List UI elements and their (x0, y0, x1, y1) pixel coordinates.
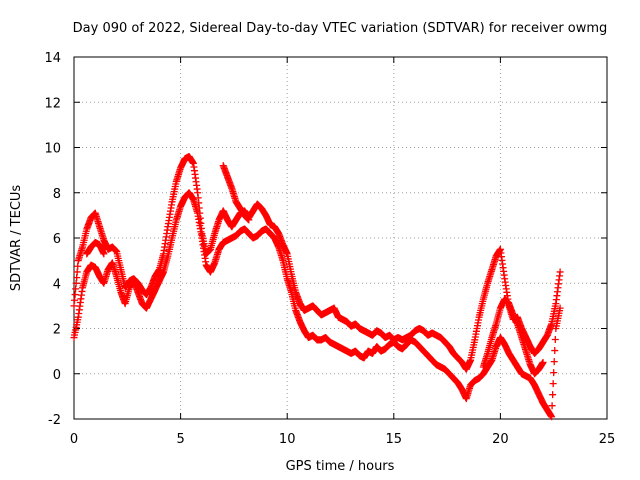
y-tick-label: 10 (44, 142, 61, 157)
y-tick-label: 14 (44, 51, 61, 66)
y-axis-label: SDTVAR / TECUs (9, 185, 24, 292)
data-point (100, 250, 108, 258)
data-point (539, 358, 547, 366)
series-lower-track (70, 189, 564, 421)
series-upper-track (70, 153, 564, 373)
data-point (551, 347, 559, 355)
y-tick-label: 6 (53, 232, 61, 247)
data-point (548, 413, 556, 421)
data-point (245, 216, 253, 224)
x-tick-label: 25 (599, 432, 616, 447)
data-point (556, 304, 564, 312)
gridlines (74, 57, 607, 419)
x-tick-label: 15 (386, 432, 403, 447)
x-tick-label: 0 (70, 432, 78, 447)
y-tick-label: 0 (53, 368, 61, 383)
data-point (550, 358, 558, 366)
data-point (556, 268, 564, 276)
series-short-overlapping-arcs (83, 162, 547, 378)
x-axis-label: GPS time / hours (286, 459, 395, 474)
data-point (550, 369, 558, 377)
data-points (70, 153, 564, 421)
y-tick-label: 8 (53, 187, 61, 202)
chart-title: Day 090 of 2022, Sidereal Day-to-day VTE… (73, 21, 608, 36)
data-point (548, 402, 556, 410)
y-tick-label: 4 (53, 277, 61, 292)
data-point (551, 336, 559, 344)
x-tick-label: 10 (279, 432, 296, 447)
data-point (549, 380, 557, 388)
axis-ticks: 0 5 10 15 20 25 -2 0 2 4 6 8 10 12 14 (44, 51, 615, 447)
y-tick-label: -2 (48, 413, 61, 428)
x-tick-label: 5 (176, 432, 184, 447)
y-tick-label: 12 (44, 96, 61, 111)
data-point (549, 391, 557, 399)
x-tick-label: 20 (492, 432, 509, 447)
y-tick-label: 2 (53, 323, 61, 338)
